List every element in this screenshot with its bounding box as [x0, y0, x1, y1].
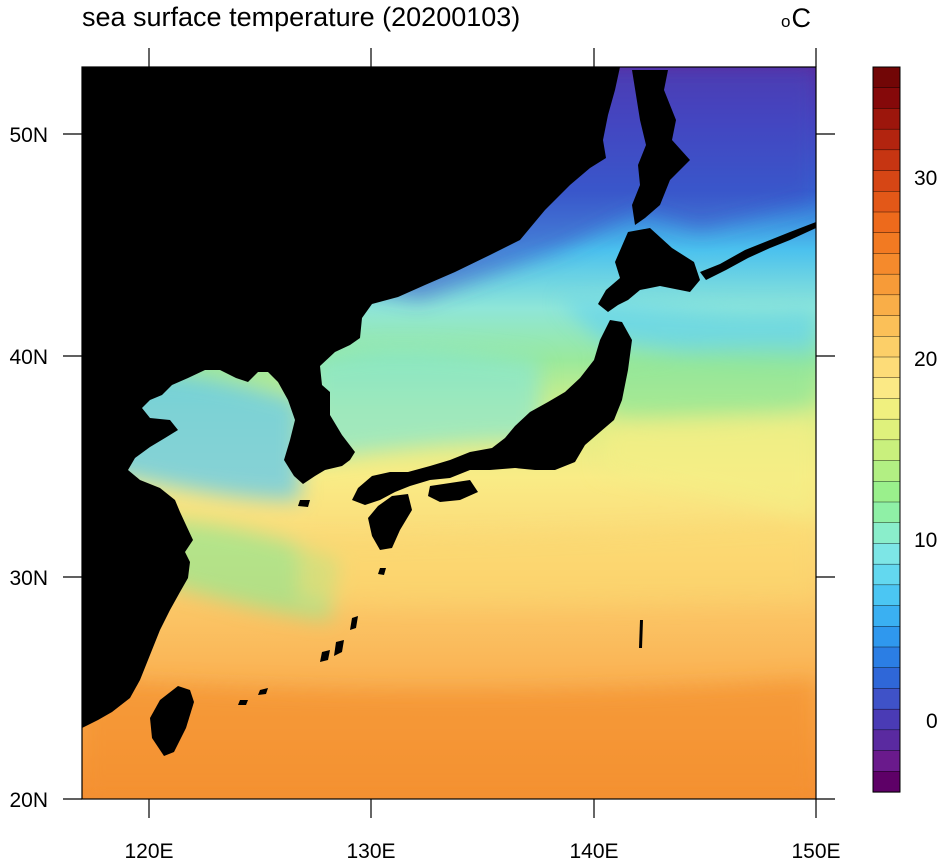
- japan-archipelago: [352, 228, 700, 550]
- colorbar-box: [872, 108, 901, 130]
- colorbar-box: [872, 771, 901, 793]
- colorbar: [872, 66, 901, 793]
- colorbar-box: [872, 128, 901, 151]
- colorbar-box: [872, 750, 901, 772]
- lat-label-20n: 20N: [9, 789, 48, 812]
- lon-label-140e: 140E: [569, 840, 618, 858]
- colorbar-box: [872, 543, 901, 565]
- units-label: oC: [781, 0, 811, 36]
- colorbar-label-0: 0: [926, 710, 938, 733]
- colorbar-box: [872, 605, 901, 627]
- colorbar-labels: 30 20 10 0: [914, 167, 938, 733]
- colorbar-box: [872, 646, 901, 669]
- sakhalin-island: [632, 70, 690, 225]
- colorbar-label-20: 20: [914, 348, 937, 371]
- colorbar-box: [872, 87, 901, 110]
- axis-ticks: [63, 48, 835, 818]
- colorbar-box: [872, 356, 901, 379]
- colorbar-box: [872, 667, 901, 690]
- lat-axis: 50N 40N 30N 20N: [9, 124, 48, 812]
- lon-label-130e: 130E: [346, 840, 395, 858]
- colorbar-box: [872, 418, 901, 441]
- colorbar-label-30: 30: [914, 167, 937, 190]
- map-frame: [81, 66, 817, 800]
- colorbar-box: [872, 708, 901, 731]
- lat-label-50n: 50N: [9, 124, 48, 147]
- units-letter: C: [791, 3, 811, 33]
- colorbar-box: [872, 149, 901, 172]
- colorbar-box: [872, 66, 901, 89]
- colorbar-box: [872, 563, 901, 586]
- lat-label-40n: 40N: [9, 346, 48, 369]
- colorbar-box: [872, 522, 901, 545]
- colorbar-box: [872, 170, 901, 192]
- colorbar-box: [872, 688, 901, 710]
- bonin-islands: [639, 620, 643, 648]
- sst-field: [82, 67, 816, 799]
- lon-label-120e: 120E: [124, 840, 173, 858]
- colorbar-box: [872, 315, 901, 337]
- colorbar-box: [872, 481, 901, 503]
- colorbar-box: [872, 191, 901, 213]
- colorbar-box: [872, 398, 901, 420]
- land-masses: [82, 67, 816, 756]
- colorbar-box: [872, 626, 901, 648]
- colorbar-frame: [872, 66, 901, 793]
- colorbar-box: [872, 253, 901, 275]
- degree-symbol: o: [781, 12, 791, 31]
- colorbar-box: [872, 232, 901, 255]
- colorbar-box: [872, 294, 901, 317]
- colorbar-box: [872, 584, 901, 607]
- taiwan-island: [150, 686, 194, 756]
- colorbar-box: [872, 501, 901, 524]
- colorbar-box: [872, 336, 901, 358]
- map-title: sea surface temperature (20200103): [82, 2, 521, 32]
- colorbar-box: [872, 439, 901, 462]
- asian-continent: [82, 67, 620, 728]
- lat-label-30n: 30N: [9, 567, 48, 590]
- kuril-islands: [700, 222, 816, 280]
- colorbar-box: [872, 211, 901, 234]
- lon-label-150e: 150E: [791, 840, 840, 858]
- lon-axis: 120E 130E 140E 150E: [124, 840, 840, 858]
- colorbar-box: [872, 273, 901, 296]
- colorbar-box: [872, 460, 901, 482]
- colorbar-box: [872, 377, 901, 400]
- colorbar-box: [872, 729, 901, 752]
- colorbar-label-10: 10: [914, 529, 937, 552]
